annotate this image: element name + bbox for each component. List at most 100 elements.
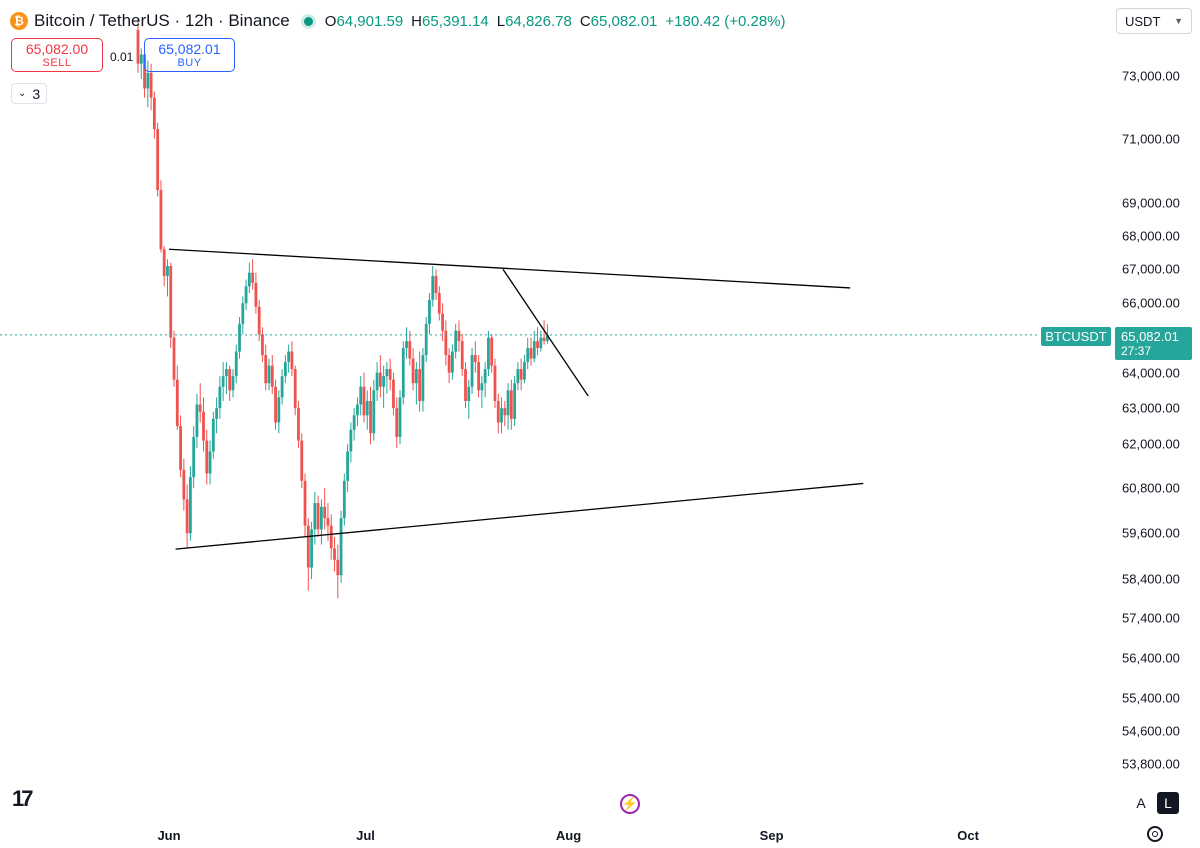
candle (280, 369, 284, 405)
auto-scale-button[interactable]: A (1136, 795, 1146, 811)
price-tick-label: 73,000.00 (1122, 68, 1180, 84)
candle (159, 180, 163, 253)
candle (336, 544, 340, 599)
buy-price: 65,082.01 (158, 41, 221, 57)
candle (303, 473, 307, 537)
lightning-icon[interactable]: ⚡ (620, 794, 640, 814)
market-status-dot[interactable] (303, 16, 313, 26)
candles-layer (136, 18, 549, 599)
candle (208, 440, 212, 485)
candle (297, 400, 300, 448)
candle (395, 397, 399, 448)
candle (185, 484, 189, 549)
symbol-title[interactable]: Bitcoin / TetherUS · 12h · Binance (34, 11, 290, 30)
candle (156, 122, 160, 197)
price-tick-label: 58,400.00 (1122, 571, 1180, 587)
price-tick-label: 66,000.00 (1122, 295, 1180, 311)
ohlc-open: O64,901.59 (324, 12, 404, 30)
candle (424, 316, 428, 363)
price-change: +180.42 (+0.28%) (665, 12, 786, 30)
candle (428, 293, 431, 335)
time-tick-label: Jul (356, 828, 375, 843)
candle (182, 458, 186, 511)
price-tick-label: 69,000.00 (1122, 195, 1180, 211)
candle (198, 383, 202, 423)
buy-button[interactable]: 65,082.01 BUY (144, 38, 235, 72)
candle (251, 259, 255, 290)
candle (434, 269, 438, 300)
price-tick-label: 54,600.00 (1122, 723, 1180, 739)
candle (306, 518, 310, 591)
candle (359, 376, 363, 416)
candle (365, 390, 369, 430)
candle (320, 499, 323, 545)
candle (356, 397, 359, 427)
candle (136, 18, 140, 73)
candle (221, 362, 225, 401)
trendline-upper[interactable] (168, 248, 851, 289)
candle (523, 355, 526, 384)
buy-label: BUY (177, 57, 202, 69)
candle (293, 365, 297, 416)
candle (513, 376, 517, 427)
candle (231, 369, 235, 398)
candle (215, 397, 218, 434)
candle (382, 365, 386, 409)
price-tick-label: 56,400.00 (1122, 650, 1180, 666)
trendline-lower[interactable] (175, 482, 864, 550)
candle (202, 397, 205, 452)
candle (405, 327, 408, 359)
candle (441, 303, 444, 342)
trendlines-layer (168, 248, 864, 550)
price-tick-label: 62,000.00 (1122, 436, 1180, 452)
candle (241, 296, 245, 335)
candle (529, 337, 533, 366)
time-tick-label: Oct (957, 828, 979, 843)
candle (313, 491, 317, 545)
candle (536, 327, 539, 356)
candle (447, 348, 451, 384)
candle (454, 323, 458, 359)
chevron-down-icon: ▼ (1174, 16, 1183, 26)
candle (166, 259, 169, 297)
candle (467, 379, 471, 419)
candle (401, 341, 405, 405)
tradingview-logo[interactable]: 17 (12, 786, 34, 811)
candle (437, 286, 441, 321)
candle (509, 379, 513, 430)
log-scale-button[interactable]: L (1157, 792, 1179, 814)
chevron-down-icon: ⌄ (18, 88, 27, 99)
candle (346, 444, 349, 492)
price-tick-label: 53,800.00 (1122, 756, 1180, 772)
candle (333, 536, 336, 572)
chart-header: ₿ Bitcoin / TetherUS · 12h · Binance O64… (10, 9, 786, 33)
spread-value: 0.01 (110, 50, 134, 64)
candle (506, 383, 510, 430)
candle (352, 408, 356, 441)
candle (270, 355, 274, 394)
price-tick-label: 64,000.00 (1122, 365, 1180, 381)
indicators-toggle[interactable]: ⌄ 3 (11, 83, 48, 104)
candle (385, 362, 389, 394)
price-tick-label: 57,400.00 (1122, 610, 1180, 626)
sell-button[interactable]: 65,082.00 SELL (11, 38, 103, 72)
candle (349, 422, 353, 463)
candle (470, 348, 474, 394)
candle (228, 365, 232, 401)
settings-icon[interactable] (1147, 826, 1163, 842)
trendline-breakout[interactable] (502, 268, 589, 397)
currency-select[interactable]: USDT ▼ (1116, 8, 1192, 34)
price-tick-label: 68,000.00 (1122, 228, 1180, 244)
price-tick-label: 63,000.00 (1122, 400, 1180, 416)
candle (179, 415, 182, 478)
candle (539, 330, 543, 352)
time-tick-label: Jun (157, 828, 181, 843)
candle (195, 393, 199, 448)
candle (487, 330, 490, 377)
candle (300, 433, 304, 489)
candle (274, 379, 277, 430)
candle (277, 390, 281, 434)
candle (378, 355, 382, 398)
candle (473, 341, 477, 373)
